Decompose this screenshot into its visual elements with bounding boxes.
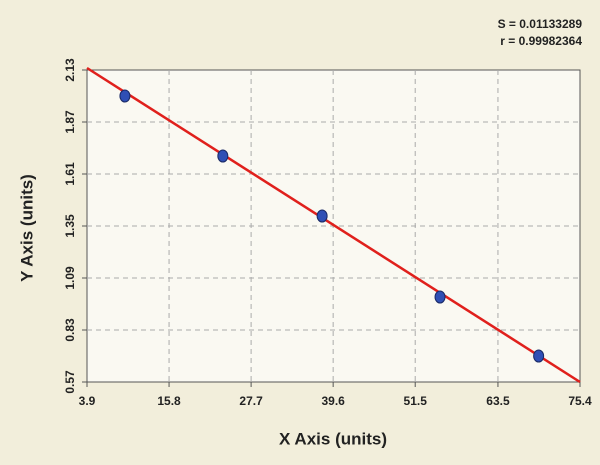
x-tick-label: 3.9 [79, 394, 96, 408]
x-tick-label: 75.4 [568, 394, 592, 408]
y-tick-label: 2.13 [63, 58, 77, 82]
annotation: r = 0.99982364 [500, 34, 582, 48]
y-tick-label: 1.35 [63, 214, 77, 238]
data-point [434, 290, 446, 304]
fit-line [86, 66, 581, 384]
y-tick-label: 1.09 [63, 266, 77, 290]
y-tick-label: 0.57 [63, 370, 77, 394]
x-tick-label: 15.8 [157, 394, 181, 408]
data-point [533, 349, 545, 363]
x-tick-label: 27.7 [239, 394, 263, 408]
y-axis-label: Y Axis (units) [17, 174, 36, 282]
data-point [119, 89, 131, 103]
y-tick-label: 1.87 [63, 110, 77, 134]
annotation: S = 0.01133289 [498, 17, 583, 31]
y-tick-label: 1.61 [63, 162, 77, 186]
x-tick-label: 51.5 [404, 394, 428, 408]
data-point [316, 209, 328, 223]
data-point [217, 149, 229, 163]
y-tick-label: 0.83 [63, 318, 77, 342]
x-tick-label: 39.6 [321, 394, 345, 408]
x-tick-label: 63.5 [486, 394, 510, 408]
x-axis-label: X Axis (units) [279, 429, 387, 448]
